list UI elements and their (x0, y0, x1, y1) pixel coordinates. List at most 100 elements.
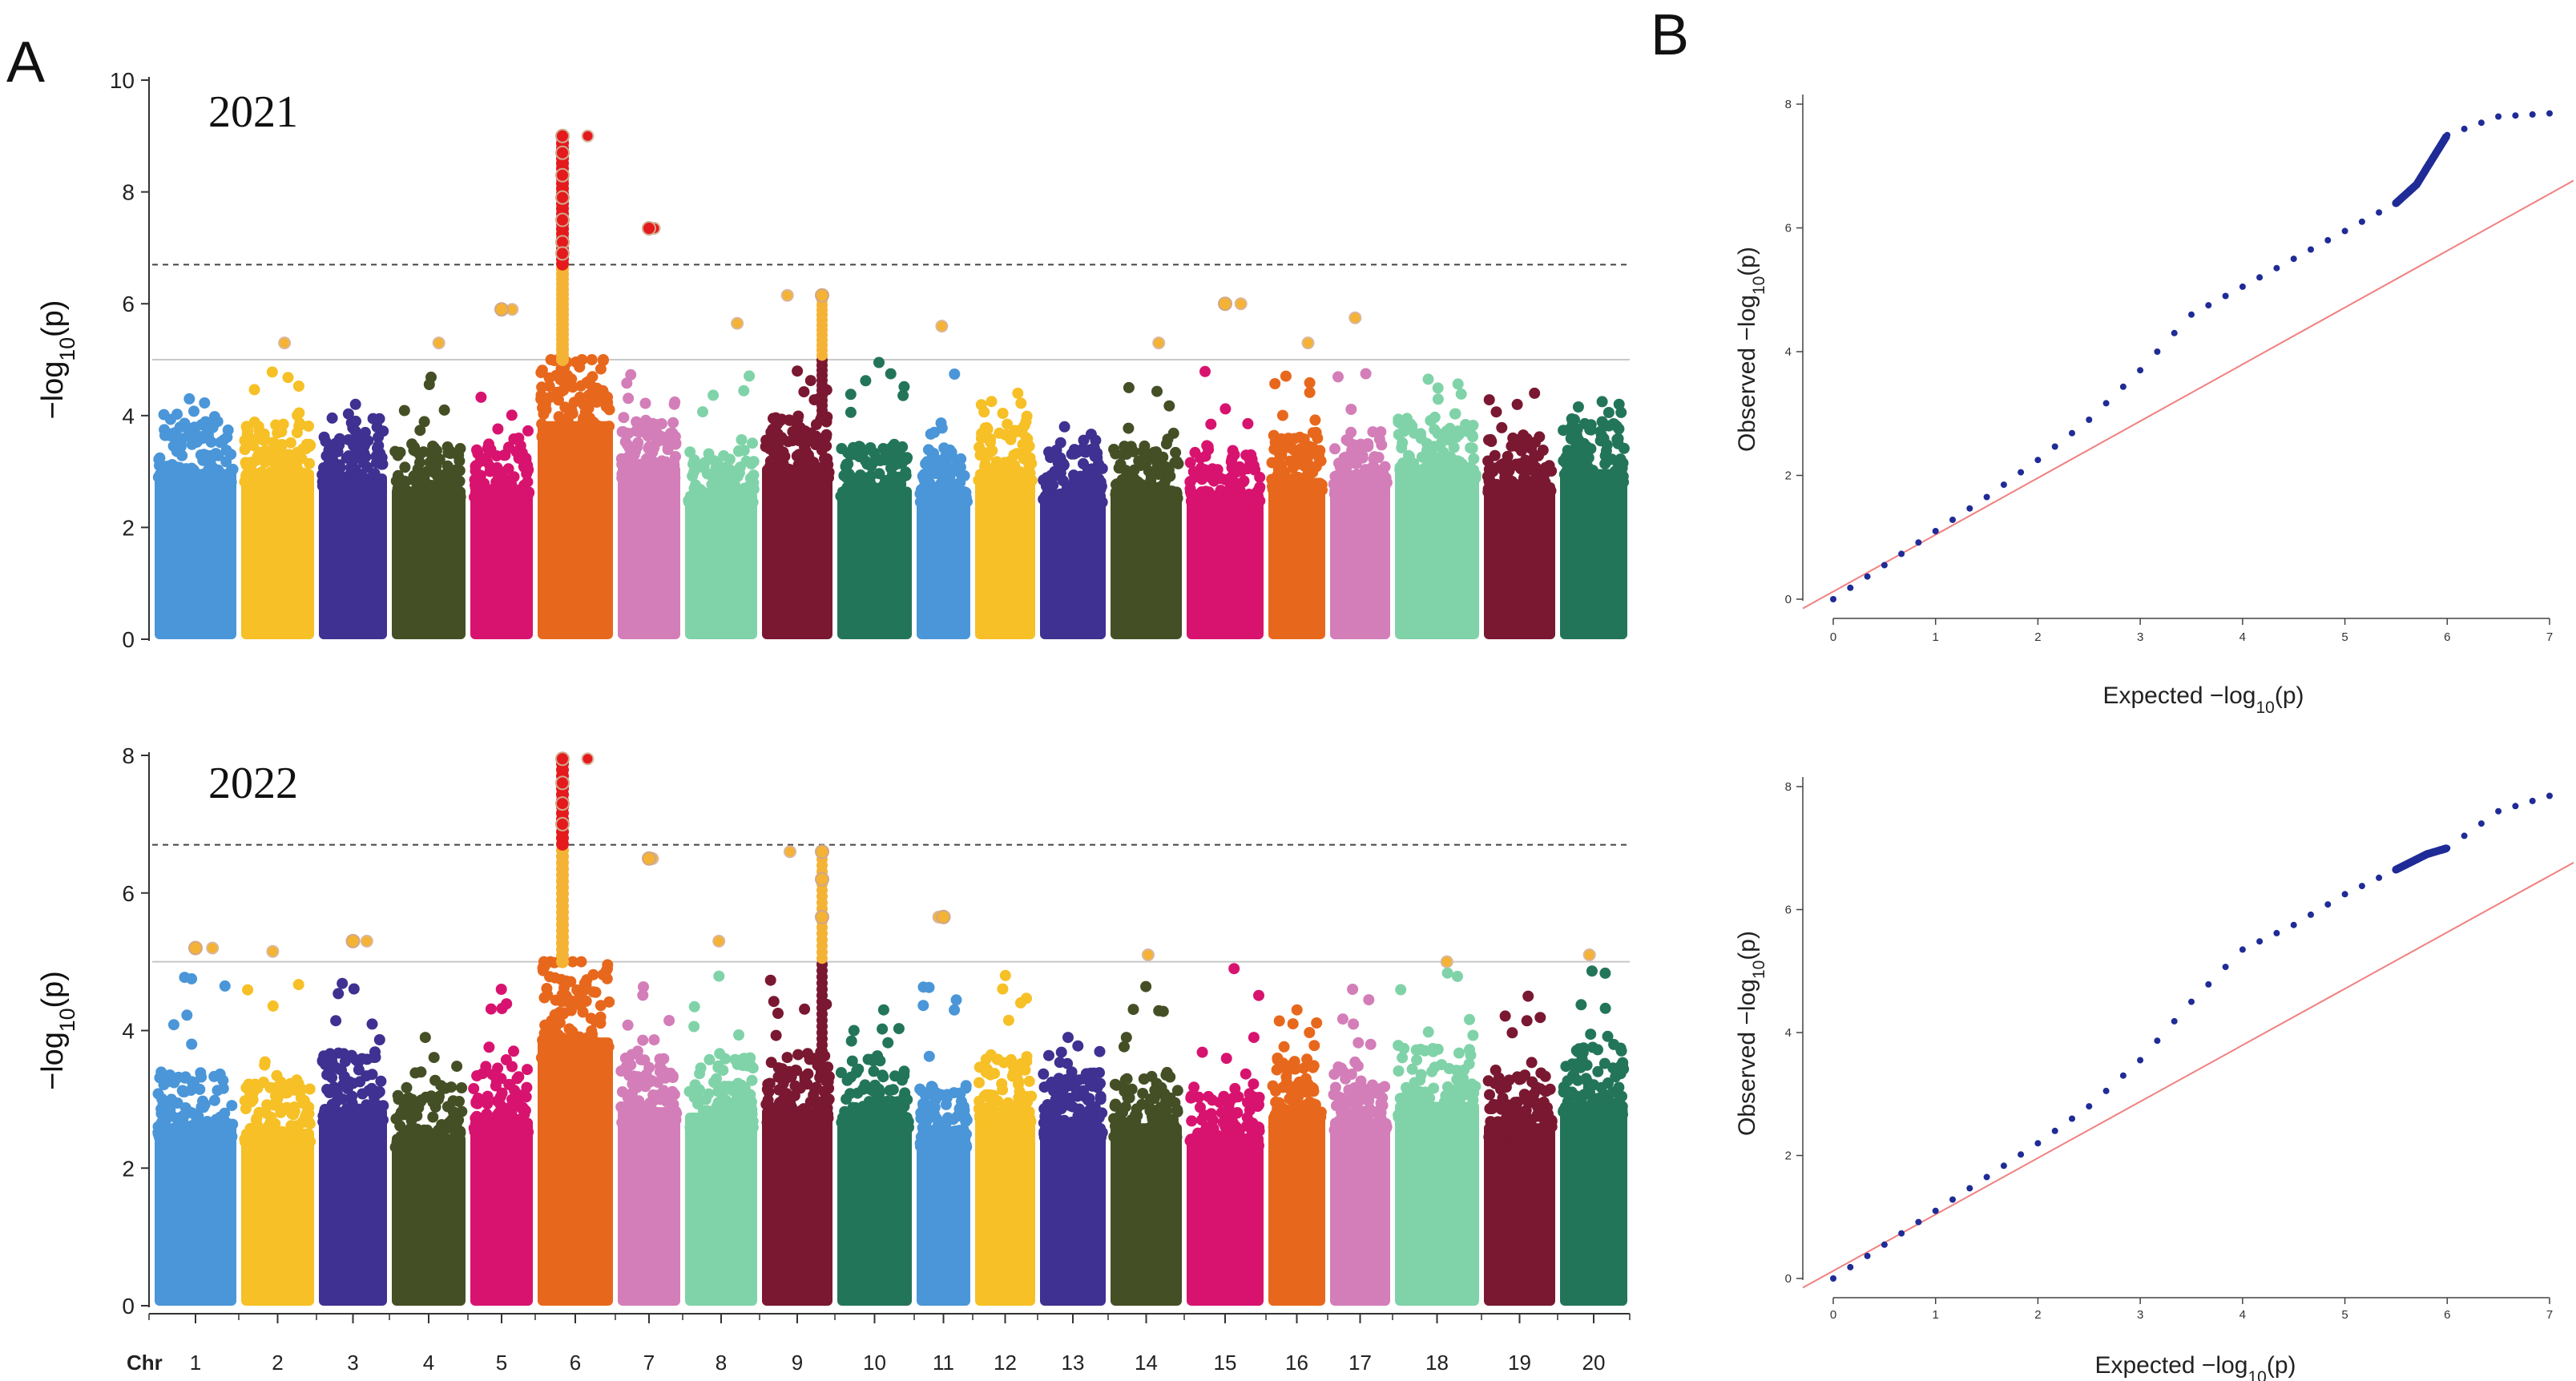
snp-point (1199, 365, 1211, 377)
snp-point (1055, 1101, 1066, 1113)
snp-point (1421, 437, 1433, 449)
snp-point (985, 433, 996, 445)
chromosome-10-points (835, 1004, 914, 1306)
snp-point (1340, 463, 1352, 474)
snp-point (950, 994, 962, 1006)
chromosome-9-bulk (762, 465, 832, 639)
snp-point (1084, 1115, 1096, 1127)
snp-point (1199, 1136, 1211, 1148)
snp-point (1014, 996, 1026, 1009)
snp-point (1600, 445, 1612, 457)
snp-point (508, 1045, 519, 1057)
snp-point (1187, 1135, 1198, 1147)
chromosome-12-bulk (975, 1112, 1035, 1306)
snp-point (181, 1009, 193, 1021)
snp-point (574, 391, 586, 403)
snp-point (1253, 1099, 1264, 1111)
snp-point (1115, 458, 1127, 470)
snp-point (1304, 376, 1316, 389)
top-locus-point (432, 336, 445, 350)
snp-point (1345, 426, 1357, 438)
snp-point (635, 1053, 647, 1065)
snp-point (549, 972, 561, 984)
snp-point (621, 472, 633, 484)
snp-point (1128, 464, 1140, 476)
snp-point (1248, 1078, 1260, 1090)
snp-point (164, 1069, 176, 1081)
top-locus-point (1062, 1032, 1074, 1044)
snp-point (690, 494, 702, 506)
snp-point (1186, 495, 1198, 507)
snp-point (342, 408, 354, 420)
snp-point (1151, 385, 1163, 397)
snp-point (917, 1121, 929, 1133)
snp-point (944, 1140, 956, 1152)
chromosome-6-bulk (538, 421, 613, 639)
snp-point (668, 398, 680, 410)
snp-point (1562, 450, 1574, 461)
snp-point (1186, 1091, 1198, 1103)
snp-point (334, 433, 346, 445)
snp-point (618, 412, 630, 424)
snp-point (186, 972, 198, 984)
snp-point (734, 497, 746, 508)
snp-point (842, 447, 854, 459)
snp-point (736, 434, 748, 445)
snp-point (1078, 442, 1089, 454)
y-tick-label: 6 (122, 881, 135, 906)
y-tick-label: 0 (122, 627, 135, 652)
snp-point (648, 1034, 660, 1046)
snp-point (712, 1060, 724, 1072)
snp-point (1041, 1105, 1053, 1117)
snp-point (744, 1089, 756, 1101)
snp-point (373, 1100, 385, 1112)
chromosome-18-points (1393, 373, 1482, 639)
snp-point (1287, 484, 1299, 496)
snp-point (703, 448, 715, 460)
snp-point (1515, 445, 1527, 457)
snp-point (823, 1093, 835, 1105)
snp-point (1218, 489, 1230, 501)
snp-point (522, 464, 534, 476)
snp-point (291, 427, 303, 439)
chromosome-4-bulk (392, 486, 466, 639)
snp-point (222, 424, 234, 436)
snp-point (877, 443, 889, 454)
snp-point (1546, 465, 1558, 477)
snp-point (346, 1097, 358, 1109)
snp-point (882, 1037, 894, 1049)
chromosome-11-points (914, 320, 973, 639)
snp-point (625, 368, 637, 380)
snp-point (345, 461, 357, 473)
snp-point (208, 1094, 220, 1106)
snp-point (300, 1108, 312, 1119)
snp-point (654, 1053, 666, 1065)
snp-point (595, 1011, 607, 1023)
chromosome-15-bulk (1187, 1133, 1264, 1306)
snp-point (1062, 1057, 1074, 1069)
snp-point (152, 1121, 164, 1133)
snp-point (242, 984, 254, 996)
snp-point (925, 428, 937, 440)
snp-point (373, 431, 385, 443)
snp-point (506, 409, 518, 421)
snp-point (840, 461, 852, 473)
snp-point (578, 413, 590, 424)
chromosome-12-bulk (975, 469, 1035, 639)
snp-point (1041, 472, 1053, 484)
snp-point (810, 430, 822, 442)
snp-point (1184, 457, 1196, 469)
significant-snp-point (642, 221, 656, 236)
snp-point (603, 404, 615, 416)
snp-point (1225, 456, 1237, 468)
snp-point (764, 464, 776, 476)
snp-point (219, 980, 231, 992)
snp-point (1090, 496, 1103, 508)
top-locus-point (999, 969, 1011, 981)
snp-point (320, 481, 333, 492)
snp-point (1152, 485, 1164, 497)
top-locus-point (581, 129, 595, 143)
snp-point (1014, 1108, 1026, 1120)
snp-point (1428, 450, 1440, 462)
top-locus-point (877, 1004, 889, 1016)
